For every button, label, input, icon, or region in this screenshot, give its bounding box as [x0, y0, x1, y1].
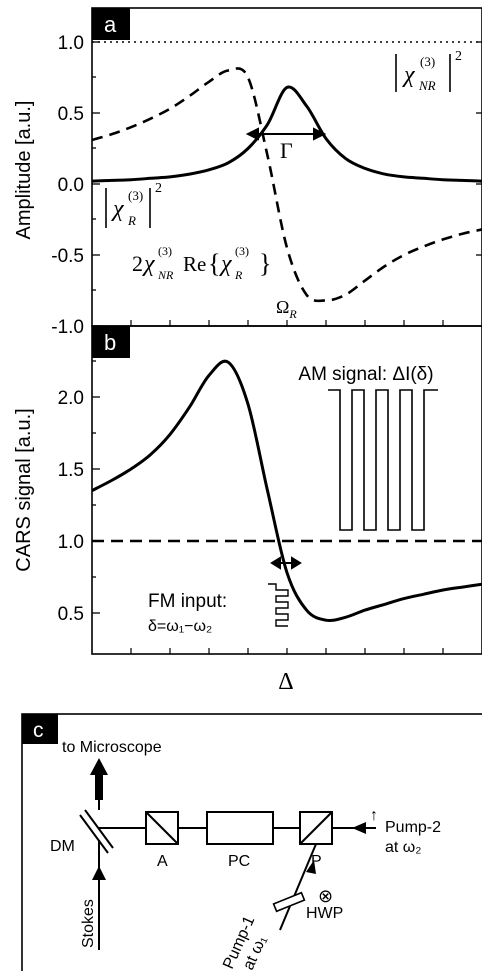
svg-text:χ: χ [219, 251, 233, 277]
svg-text:(3): (3) [420, 54, 435, 69]
svg-text:χ: χ [142, 251, 156, 277]
panel-b-label: b [104, 330, 116, 355]
cars-signal-line [91, 359, 482, 622]
am-signal-waveform [328, 389, 438, 531]
panel-a-label-box [92, 8, 130, 40]
gamma-width-arrow [245, 127, 327, 141]
panel-a-ytick-label: 0.0 [58, 175, 84, 196]
svg-text:(3): (3) [128, 188, 143, 203]
hwp-label: HWP [306, 905, 343, 922]
pockels-cell-label: PC [228, 853, 250, 870]
pump2-up-arrow: ↑ [370, 807, 378, 824]
panel-b-xlabel: Δ [278, 669, 293, 695]
analyzer-label: A [157, 853, 168, 870]
panel-a-ylabel: Amplitude [a.u.] [13, 101, 35, 240]
fm-input-waveform [268, 583, 289, 627]
output-beam-arrow [90, 758, 108, 810]
panel-b-ytick-label: 1.0 [58, 532, 84, 553]
chi-r-squared-line [91, 85, 482, 183]
fm-double-arrow [270, 556, 302, 570]
svg-text:(3): (3) [235, 244, 249, 258]
pump1-arrow [306, 860, 316, 874]
panel-a-ytick-label: 0.5 [58, 104, 84, 125]
half-wave-plate [272, 891, 306, 913]
svg-text:}: } [259, 249, 271, 278]
svg-text:2: 2 [155, 181, 162, 196]
polarizer-label: P [311, 853, 322, 870]
panel-c-frame [21, 713, 482, 971]
analyzer-component [145, 811, 179, 845]
svg-text:NR: NR [157, 268, 174, 282]
stokes-arrow [92, 866, 106, 880]
pockels-cell-component [206, 811, 274, 845]
svg-text:2: 2 [455, 49, 462, 64]
dm-label: DM [50, 838, 75, 855]
to-microscope-label: to Microscope [62, 739, 162, 756]
panel-a-ytick-label: 1.0 [58, 33, 84, 54]
polarizer-component [299, 811, 333, 845]
omega-r-label: ΩR [276, 297, 297, 321]
panel-b-label-box [92, 326, 130, 358]
panel-c-label-box [22, 714, 58, 744]
panel-b-ytick-marks [92, 360, 100, 614]
dichroic-mirror [79, 809, 114, 854]
panel-a-label: a [104, 12, 117, 37]
svg-text:(3): (3) [158, 244, 172, 258]
chi-r-label: χ R (3) 2 [105, 181, 162, 228]
svg-text:R: R [127, 213, 136, 228]
panel-b-xtick-marks [130, 648, 444, 654]
pump1-beam-line [279, 843, 317, 931]
fm-input-label: FM input: [148, 591, 227, 612]
panel-b-ytick-label: 2.0 [58, 388, 84, 409]
panel-b-ytick-label: 0.5 [58, 604, 84, 625]
panel-a-ytick-label: -0.5 [51, 246, 84, 267]
stokes-label: Stokes [80, 899, 97, 948]
am-signal-label: AM signal: ΔI(δ) [298, 364, 433, 385]
svg-text:Re: Re [183, 252, 206, 276]
chi-nr-label: χ NR (3) 2 [395, 49, 462, 93]
cross-term-line [91, 67, 482, 303]
svg-text:{: { [208, 249, 220, 278]
svg-text:χ: χ [111, 196, 125, 222]
fm-input-sub: δ=ω₁−ω₂ [148, 618, 212, 635]
svg-text:R: R [234, 268, 243, 282]
pump2-label-line1: Pump-2 [385, 819, 441, 836]
panel-b-ylabel: CARS signal [a.u.] [13, 408, 35, 571]
panel-b-ytick-label: 1.5 [58, 460, 84, 481]
panel-a-ytick-label: -1.0 [51, 317, 84, 338]
pump2-label-line2: at ω₂ [385, 839, 422, 856]
gamma-label: Γ [280, 138, 293, 163]
polarization-out-of-plane-icon: ⊗ [318, 886, 333, 907]
cross-term-label: 2 χ NR (3) Re { χ R (3) } [132, 244, 271, 282]
svg-text:2: 2 [132, 251, 143, 276]
svg-text:NR: NR [418, 78, 436, 93]
panel-a-xtick-marks [130, 320, 444, 326]
pump2-arrow [352, 822, 366, 834]
svg-text:χ: χ [402, 62, 416, 88]
panel-c-label: c [33, 719, 44, 742]
